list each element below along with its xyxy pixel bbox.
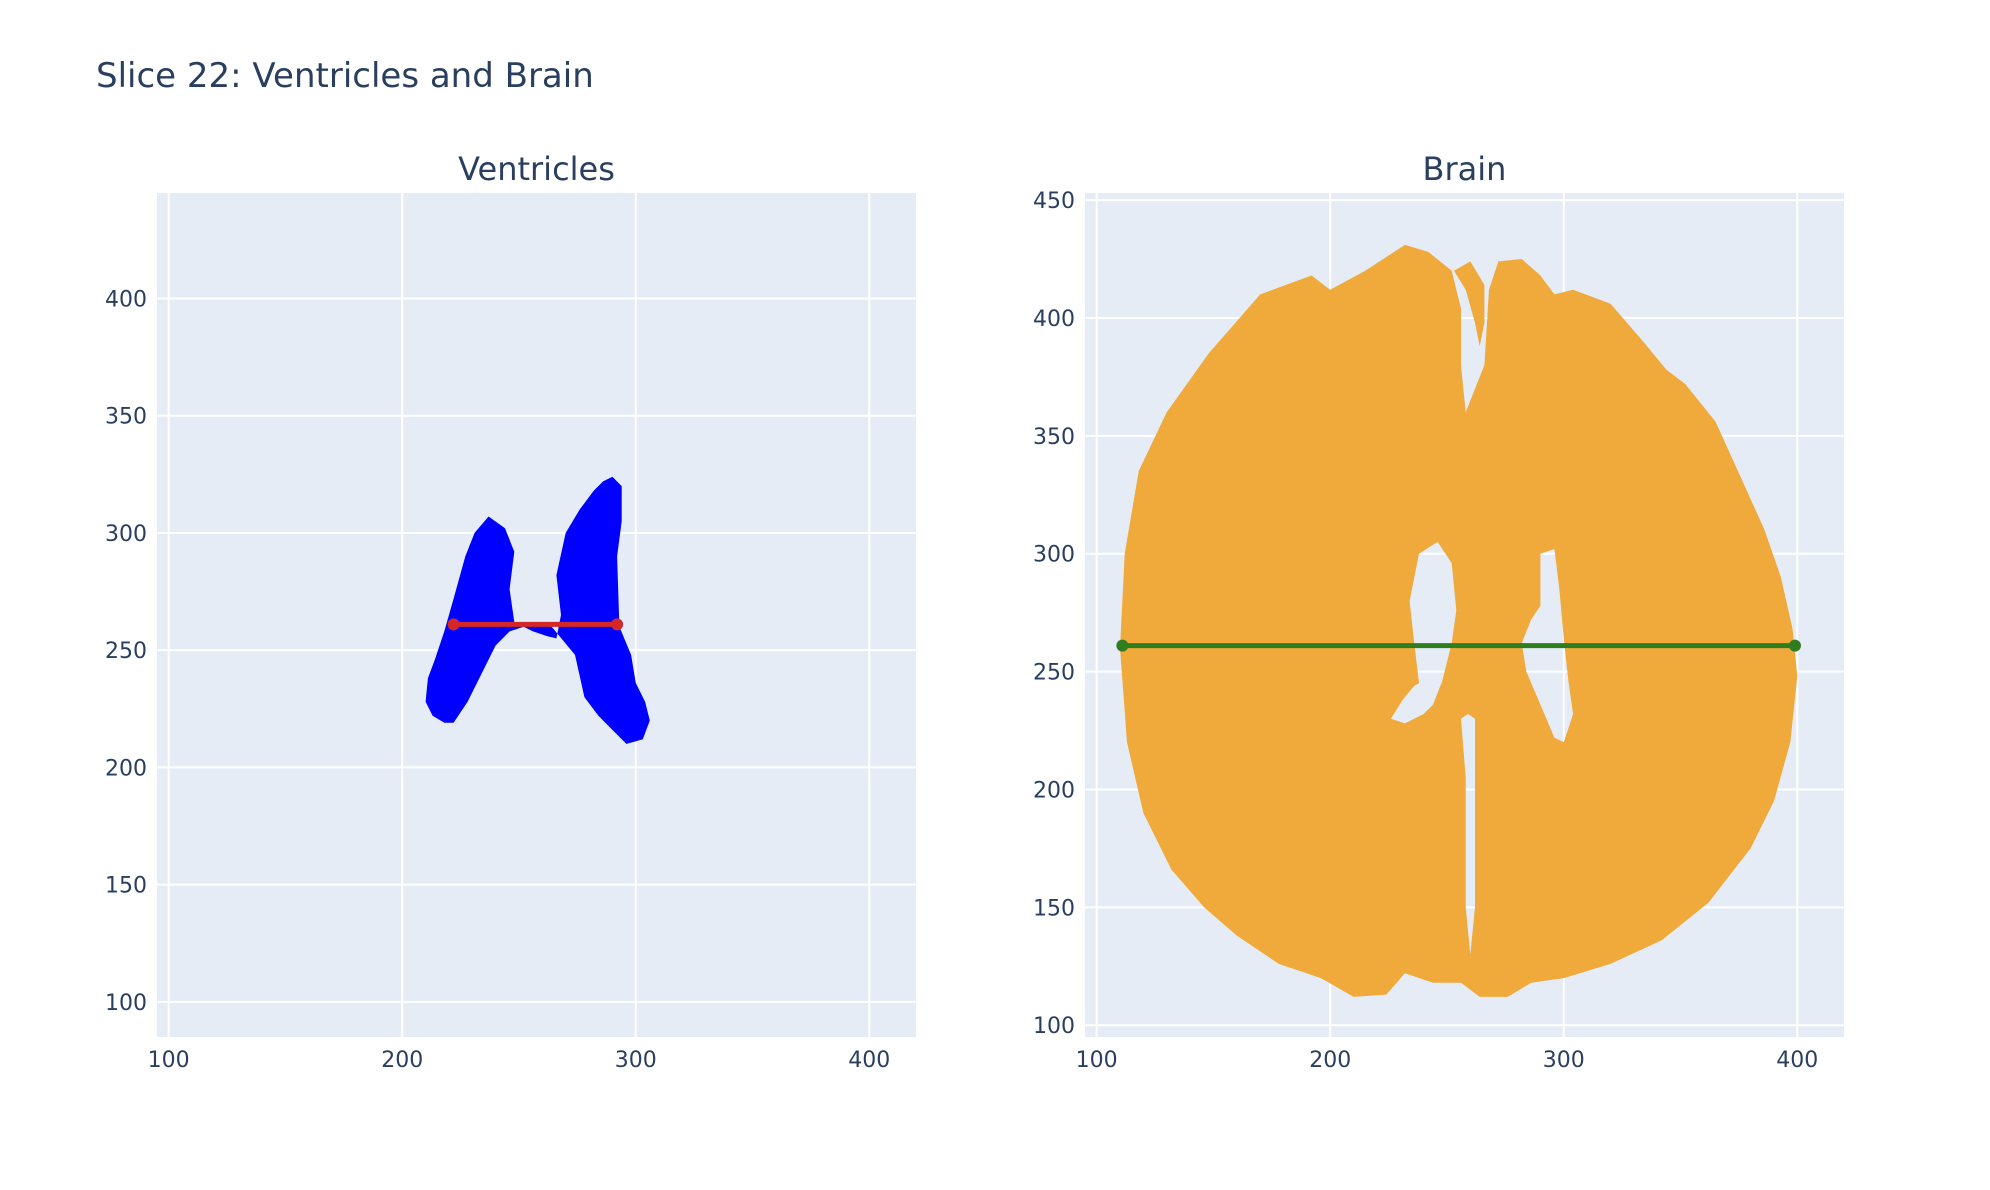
x-tick-label: 300: [615, 1048, 657, 1073]
y-tick-label: 400: [1033, 307, 1075, 332]
brain-subplot-title: Brain: [1422, 150, 1507, 188]
y-tick-label: 150: [1033, 896, 1075, 921]
y-tick-label: 250: [1033, 661, 1075, 686]
x-tick-label: 200: [381, 1048, 423, 1073]
y-tick-label: 450: [1033, 189, 1075, 214]
x-tick-label: 100: [148, 1048, 190, 1073]
y-tick-label: 200: [105, 756, 147, 781]
width-line-endpoint: [611, 618, 624, 631]
y-tick-label: 100: [1033, 1014, 1075, 1039]
brain-panel: 100 200 300 400 100 150 200 250 300 350 400 450: [1033, 189, 1844, 1073]
x-tick-label: 100: [1076, 1048, 1118, 1073]
y-tick-label: 100: [105, 991, 147, 1016]
y-tick-label: 400: [105, 288, 147, 313]
y-tick-label: 300: [1033, 543, 1075, 568]
width-line-endpoint: [1116, 639, 1129, 652]
ventricles-subplot-title: Ventricles: [458, 150, 615, 188]
width-line-endpoint: [1788, 639, 1801, 652]
mask-layer: [1116, 244, 1801, 997]
y-tick-label: 350: [105, 405, 147, 430]
x-tick-label: 400: [848, 1048, 890, 1073]
y-tick-label: 200: [1033, 778, 1075, 803]
x-tick-label: 300: [1543, 1048, 1585, 1073]
width-line-endpoint: [447, 618, 460, 631]
y-tick-label: 250: [105, 639, 147, 664]
x-tick-label: 200: [1309, 1048, 1351, 1073]
mask-layer: [425, 476, 650, 744]
ventricles-panel: 100 200 300 400 100 150 200 250 300 350 400: [105, 193, 916, 1073]
brain-mask: [1120, 244, 1798, 997]
y-tick-label: 300: [105, 522, 147, 547]
ventricle-mask: [425, 476, 650, 744]
y-tick-label: 150: [105, 874, 147, 899]
figure-title: Slice 22: Ventricles and Brain: [96, 56, 594, 96]
x-tick-label: 400: [1776, 1048, 1818, 1073]
y-tick-label: 350: [1033, 425, 1075, 450]
plot-background: [157, 193, 916, 1037]
